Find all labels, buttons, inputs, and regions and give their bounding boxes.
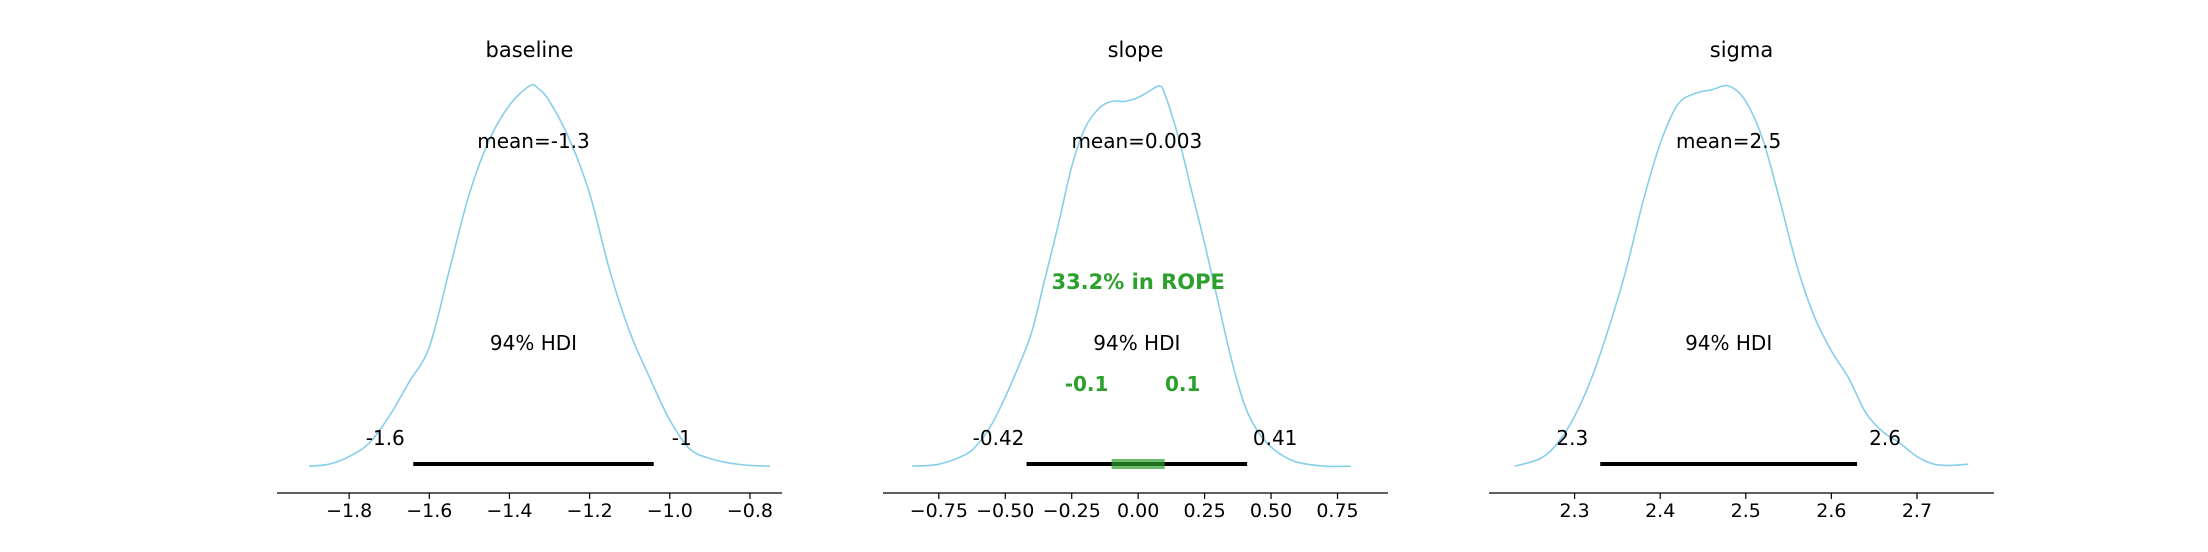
x-tick-label: 2.6 <box>1816 500 1846 522</box>
mean-label: mean=2.5 <box>1676 129 1781 153</box>
panel-title: baseline <box>486 38 574 62</box>
panel-slope: slope mean=0.003 33.2% in ROPE -0.1 0.1 94% H… <box>883 38 1388 522</box>
x-tick-label: −0.8 <box>727 500 773 522</box>
hdi-label: 94% HDI <box>1093 331 1180 355</box>
x-tick-label: 2.3 <box>1559 500 1589 522</box>
x-tick-label: 0.25 <box>1183 500 1225 522</box>
hdi-upper-label: 2.6 <box>1869 426 1901 450</box>
x-tick-label: 2.7 <box>1902 500 1932 522</box>
x-tick-label: 0.50 <box>1250 500 1292 522</box>
x-tick-label: −1.2 <box>567 500 613 522</box>
rope-bar <box>1111 459 1165 469</box>
rope-percentage-label: 33.2% in ROPE <box>1051 270 1224 294</box>
x-tick-label: 0.00 <box>1117 500 1159 522</box>
panel-title: slope <box>1108 38 1164 62</box>
mean-label: mean=-1.3 <box>477 129 590 153</box>
hdi-upper-label: 0.41 <box>1253 426 1298 450</box>
x-tick-label: −0.75 <box>910 500 968 522</box>
x-tick-label: −1.0 <box>647 500 693 522</box>
density-curve <box>1514 84 1969 467</box>
panel-title: sigma <box>1710 38 1773 62</box>
panel-sigma: sigma mean=2.5 94% HDI 2.3 2.6 2.3 2.4 2.5 2.6 2.… <box>1489 38 1994 522</box>
panel-baseline: baseline mean=-1.3 94% HDI -1.6 -1 −1.8 −1.6 −1… <box>277 38 782 522</box>
hdi-lower-label: -0.42 <box>973 426 1025 450</box>
x-tick-label: −1.6 <box>406 500 452 522</box>
hdi-lower-label: 2.3 <box>1556 426 1588 450</box>
x-tick-label: 2.4 <box>1645 500 1675 522</box>
density-curve <box>309 83 771 467</box>
x-tick-label: −0.50 <box>976 500 1034 522</box>
mean-label: mean=0.003 <box>1071 129 1202 153</box>
hdi-lower-label: -1.6 <box>366 426 405 450</box>
rope-upper-label: 0.1 <box>1165 372 1200 396</box>
x-tick-label: −1.4 <box>486 500 532 522</box>
hdi-label: 94% HDI <box>1685 331 1772 355</box>
x-tick-label: −1.8 <box>326 500 372 522</box>
hdi-upper-label: -1 <box>672 426 692 450</box>
rope-lower-label: -0.1 <box>1065 372 1109 396</box>
x-tick-label: −0.25 <box>1043 500 1101 522</box>
density-curve <box>912 85 1351 468</box>
hdi-label: 94% HDI <box>490 331 577 355</box>
x-tick-label: 2.5 <box>1731 500 1761 522</box>
x-tick-label: 0.75 <box>1316 500 1358 522</box>
